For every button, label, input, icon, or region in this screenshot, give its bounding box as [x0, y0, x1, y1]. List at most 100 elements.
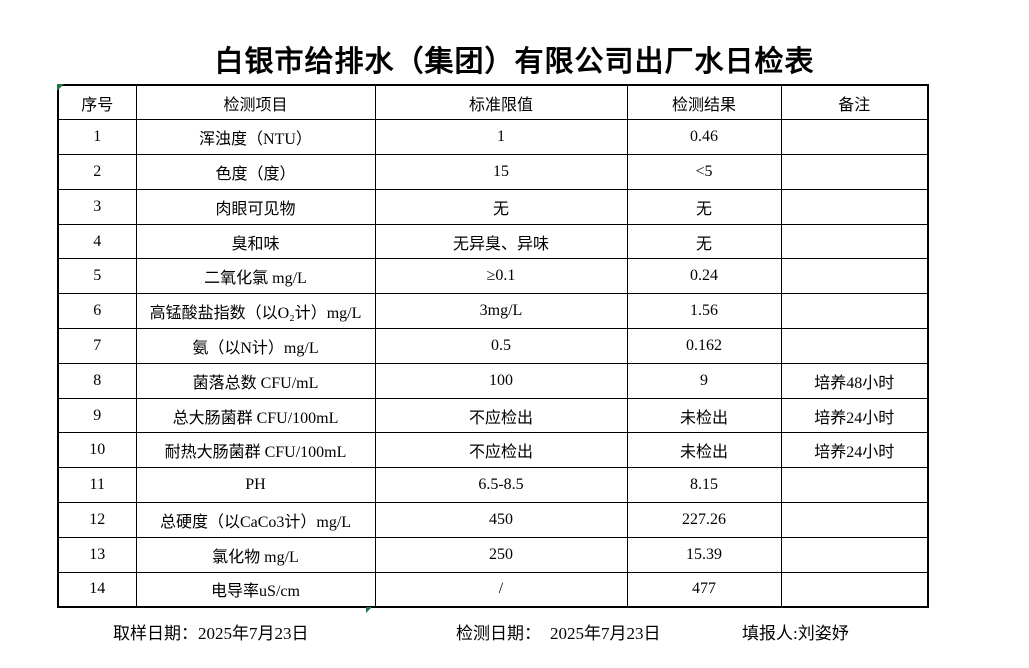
cell-remark	[780, 502, 929, 538]
page-title: 白银市给排水（集团）有限公司出厂水日检表	[214, 46, 815, 78]
table-row: 3 肉眼可见物 无 无	[57, 188, 929, 225]
table-row: 7 氨（以N计）mg/L 0.5 0.162	[57, 328, 929, 364]
cell-remark	[780, 223, 929, 260]
cell-remark	[780, 467, 929, 504]
report-footer: 取样日期：2025年7月23日 检测日期： 2025年7月23日 填报人:刘姿妤	[0, 619, 1029, 643]
cell-limit: 无	[374, 188, 628, 225]
cell-item: 电导率uS/cm	[135, 571, 376, 608]
cell-remark: 培养24小时	[780, 397, 929, 434]
cell-limit: 无异臭、异味	[374, 223, 628, 260]
excel-artifact-triangle-icon	[366, 607, 372, 613]
cell-limit: 不应检出	[374, 397, 628, 434]
cell-result: 未检出	[626, 432, 782, 469]
cell-no: 2	[57, 154, 137, 190]
cell-item: 菌落总数 CFU/mL	[135, 362, 376, 399]
sampling-date: 取样日期：2025年7月23日	[113, 619, 309, 644]
cell-result: 无	[626, 223, 782, 260]
cell-result: 1.56	[626, 293, 782, 330]
cell-item: 高锰酸盐指数（以O₂计）mg/L	[135, 293, 376, 330]
cell-no: 4	[57, 223, 137, 260]
cell-result: 0.24	[626, 258, 782, 295]
cell-result: 0.162	[626, 328, 782, 364]
cell-item: 氯化物 mg/L	[135, 536, 376, 573]
cell-remark	[780, 188, 929, 225]
cell-remark	[780, 571, 929, 608]
cell-result: 15.39	[626, 536, 782, 573]
cell-item: 氨（以N计）mg/L	[135, 328, 376, 364]
sampling-date-label: 取样日期：	[113, 624, 198, 643]
cell-no: 1	[57, 119, 137, 156]
table-header-row: 序号 检测项目 标准限值 检测结果 备注	[57, 84, 929, 121]
cell-remark	[780, 258, 929, 295]
reporter: 填报人:刘姿妤	[742, 619, 849, 644]
header-limit: 标准限值	[374, 84, 628, 121]
sampling-date-value: 2025年7月23日	[198, 624, 309, 643]
cell-remark	[780, 536, 929, 573]
cell-item: 肉眼可见物	[135, 188, 376, 225]
header-no: 序号	[57, 84, 137, 121]
cell-remark	[780, 293, 929, 330]
cell-limit: 15	[374, 154, 628, 190]
cell-remark	[780, 328, 929, 364]
cell-no: 12	[57, 502, 137, 538]
cell-result: 9	[626, 362, 782, 399]
cell-limit: 250	[374, 536, 628, 573]
cell-item: 臭和味	[135, 223, 376, 260]
test-date-value: 2025年7月23日	[550, 624, 661, 643]
cell-limit: 0.5	[374, 328, 628, 364]
cell-no: 9	[57, 397, 137, 434]
table-row: 2 色度（度） 15 <5	[57, 154, 929, 190]
cell-limit: ≥0.1	[374, 258, 628, 295]
test-date-label: 检测日期：	[456, 624, 541, 643]
cell-result: 227.26	[626, 502, 782, 538]
reporter-label: 填报人:	[742, 624, 798, 643]
reporter-name: 刘姿妤	[797, 624, 849, 643]
cell-result: <5	[626, 154, 782, 190]
cell-no: 6	[57, 293, 137, 330]
cell-no: 14	[57, 571, 137, 608]
cell-result: 8.15	[626, 467, 782, 504]
table-row: 12 总硬度（以CaCo3计）mg/L 450 227.26	[57, 502, 929, 538]
cell-item: 色度（度）	[135, 154, 376, 190]
table-row: 10 耐热大肠菌群 CFU/100mL 不应检出 未检出 培养24小时	[57, 432, 929, 469]
cell-limit: 450	[374, 502, 628, 538]
table-row: 9 总大肠菌群 CFU/100mL 不应检出 未检出 培养24小时	[57, 397, 929, 434]
cell-item: 总大肠菌群 CFU/100mL	[135, 397, 376, 434]
cell-item: 浑浊度（NTU）	[135, 119, 376, 156]
table-row: 6 高锰酸盐指数（以O₂计）mg/L 3mg/L 1.56	[57, 293, 929, 330]
cell-item: 耐热大肠菌群 CFU/100mL	[135, 432, 376, 469]
cell-remark	[780, 154, 929, 190]
cell-limit: 不应检出	[374, 432, 628, 469]
cell-no: 11	[57, 467, 137, 504]
table-row: 4 臭和味 无异臭、异味 无	[57, 223, 929, 260]
test-date: 检测日期： 2025年7月23日	[456, 619, 661, 644]
cell-remark: 培养24小时	[780, 432, 929, 469]
cell-result: 0.46	[626, 119, 782, 156]
cell-item: 二氧化氯 mg/L	[135, 258, 376, 295]
excel-error-triangle-icon	[57, 84, 64, 91]
cell-no: 5	[57, 258, 137, 295]
cell-item: 总硬度（以CaCo3计）mg/L	[135, 502, 376, 538]
cell-limit: /	[374, 571, 628, 608]
cell-remark: 培养48小时	[780, 362, 929, 399]
cell-item: PH	[135, 467, 376, 504]
cell-no: 7	[57, 328, 137, 364]
inspection-table: 序号 检测项目 标准限值 检测结果 备注 1 浑浊度（NTU） 1 0.46 2…	[57, 84, 929, 608]
cell-result: 无	[626, 188, 782, 225]
cell-no: 13	[57, 536, 137, 573]
header-item: 检测项目	[135, 84, 376, 121]
cell-no: 3	[57, 188, 137, 225]
table-row: 13 氯化物 mg/L 250 15.39	[57, 536, 929, 573]
table-row: 5 二氧化氯 mg/L ≥0.1 0.24	[57, 258, 929, 295]
header-remark: 备注	[780, 84, 929, 121]
header-result: 检测结果	[626, 84, 782, 121]
table-row: 11 PH 6.5-8.5 8.15	[57, 467, 929, 504]
cell-limit: 100	[374, 362, 628, 399]
cell-limit: 6.5-8.5	[374, 467, 628, 504]
cell-no: 10	[57, 432, 137, 469]
cell-no: 8	[57, 362, 137, 399]
table-row: 1 浑浊度（NTU） 1 0.46	[57, 119, 929, 156]
cell-result: 未检出	[626, 397, 782, 434]
cell-limit: 1	[374, 119, 628, 156]
